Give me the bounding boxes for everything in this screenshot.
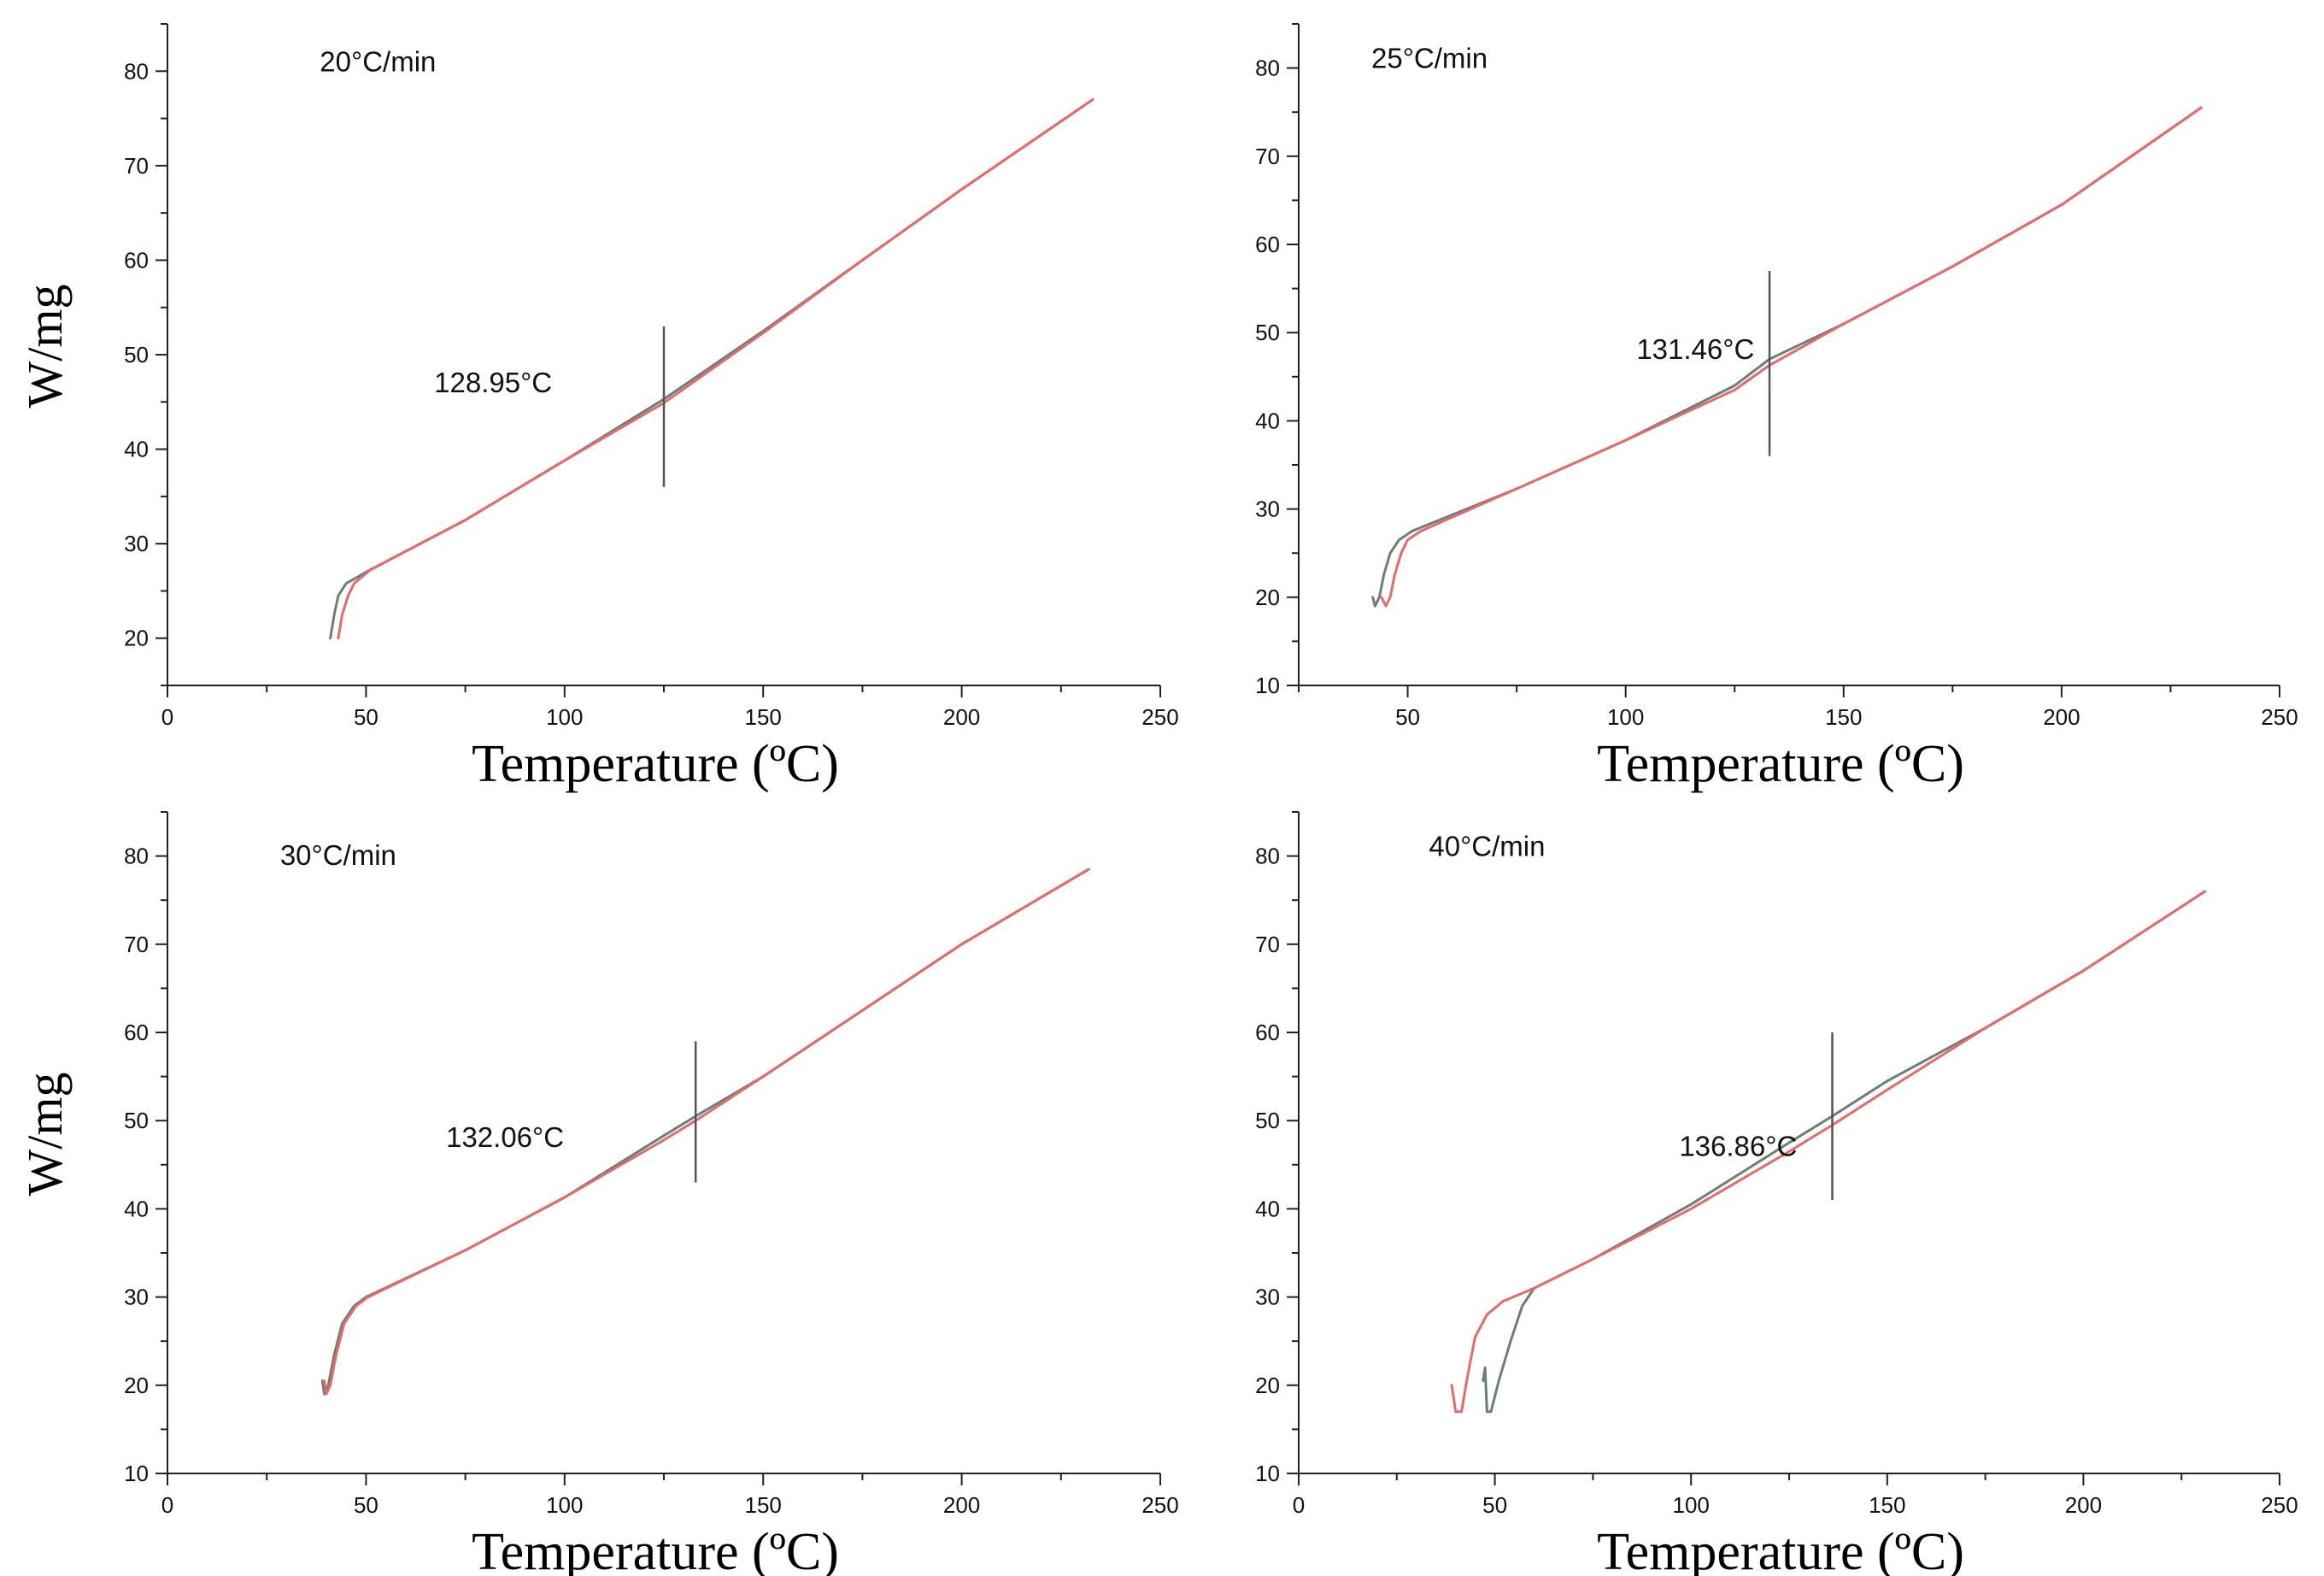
- x-tick-label: 150: [745, 704, 782, 730]
- x-tick-label: 250: [1141, 704, 1178, 730]
- chart-panel-20: 0 50 100 150 200 250 20 30 40 50 60 70 80 Temperature…: [0, 0, 1179, 793]
- y-tick-label: 70: [1255, 144, 1280, 169]
- chart-25c-min: 50 100 150 200 250 10 20 30 40 50 60 70 80 Temperatur…: [1255, 23, 2298, 793]
- y-tick-label: 20: [1255, 585, 1280, 610]
- tg-label: 128.95°C: [434, 367, 552, 398]
- y-axis-label: W/mg: [17, 285, 73, 409]
- y-tick-label: 30: [1255, 497, 1280, 522]
- y-tick-label: 80: [1255, 56, 1280, 81]
- x-axis-label: Temperature (ºC): [472, 1523, 839, 1576]
- chart-40c-min: 0 50 100 150 200 250 10 20 30 40 50 60 70 80 Temperatu…: [1255, 811, 2298, 1576]
- series-line-1: [1482, 890, 2207, 1414]
- heating-rate-label: 40°C/min: [1429, 831, 1545, 862]
- y-tick-label: 50: [1255, 320, 1280, 345]
- x-tick-label: 200: [2065, 1492, 2102, 1518]
- heating-rate-label: 25°C/min: [1371, 43, 1488, 74]
- y-tick-label: 70: [1255, 932, 1280, 957]
- y-tick-label: 60: [124, 1020, 149, 1045]
- chart-30c-min: 0 50 100 150 200 250 10 20 30 40 50 60 70 80 Temperatu…: [17, 811, 1179, 1576]
- y-tick-label: 20: [124, 1373, 149, 1398]
- x-tick-label: 250: [1141, 1492, 1178, 1518]
- x-tick-label: 0: [161, 1492, 173, 1518]
- x-tick-label: 200: [943, 1492, 980, 1518]
- series-line-2: [1450, 890, 2207, 1414]
- x-tick-label: 150: [1825, 704, 1862, 730]
- x-tick-label: 0: [161, 704, 173, 730]
- x-axis-label: Temperature (ºC): [1597, 735, 1964, 793]
- tg-label: 132.06°C: [446, 1121, 564, 1153]
- y-tick-label: 50: [1255, 1108, 1280, 1133]
- y-tick-label: 80: [124, 58, 149, 84]
- x-tick-label: 0: [1293, 1492, 1305, 1518]
- heating-rate-label: 30°C/min: [280, 839, 396, 871]
- x-axis-label: Temperature (ºC): [1597, 1523, 1964, 1576]
- y-tick-label: 50: [124, 1108, 149, 1133]
- chart-panel-25: 50 100 150 200 250 10 20 30 40 50 60 70 80 Temperatur…: [1162, 0, 2324, 793]
- tg-label: 131.46°C: [1636, 333, 1754, 365]
- x-tick-label: 200: [2043, 704, 2080, 730]
- y-tick-label: 30: [124, 1285, 149, 1310]
- y-tick-label: 60: [1255, 232, 1280, 257]
- x-tick-label: 250: [2261, 704, 2298, 730]
- y-tick-label: 70: [124, 153, 149, 179]
- x-tick-label: 100: [546, 704, 583, 730]
- series-line-2: [337, 98, 1095, 640]
- x-tick-label: 50: [1395, 704, 1420, 730]
- y-tick-label: 80: [124, 844, 149, 869]
- y-tick-label: 30: [1255, 1285, 1280, 1310]
- y-tick-label: 20: [1255, 1373, 1280, 1398]
- x-tick-label: 150: [745, 1492, 782, 1518]
- series-line-1: [320, 867, 1090, 1396]
- x-tick-label: 50: [1482, 1492, 1507, 1518]
- y-tick-label: 50: [124, 342, 149, 368]
- y-tick-label: 10: [1255, 673, 1280, 698]
- x-tick-label: 200: [943, 704, 980, 730]
- y-tick-label: 60: [124, 247, 149, 273]
- y-tick-label: 30: [124, 531, 149, 556]
- tg-label: 136.86°C: [1679, 1130, 1797, 1161]
- x-axis-label: Temperature (ºC): [472, 735, 839, 793]
- chart-panel-40: 0 50 100 150 200 250 10 20 30 40 50 60 70 80 Temperatu…: [1162, 788, 2324, 1576]
- heating-rate-label: 20°C/min: [320, 45, 436, 77]
- y-tick-label: 10: [124, 1461, 149, 1486]
- series-line-2: [1380, 106, 2203, 608]
- y-axis-label: W/mg: [17, 1073, 73, 1197]
- x-tick-label: 50: [354, 1492, 379, 1518]
- chart-panel-30: 0 50 100 150 200 250 10 20 30 40 50 60 70 80 Temperatu…: [0, 788, 1179, 1576]
- x-tick-label: 50: [354, 704, 379, 730]
- chart-20c-min: 0 50 100 150 200 250 20 30 40 50 60 70 80 Temperature…: [17, 23, 1179, 793]
- y-tick-label: 40: [1255, 408, 1280, 433]
- series-line-2: [323, 867, 1090, 1396]
- y-tick-label: 80: [1255, 844, 1280, 869]
- y-tick-label: 10: [1255, 1461, 1280, 1486]
- x-tick-label: 100: [1673, 1492, 1710, 1518]
- y-tick-label: 70: [124, 932, 149, 957]
- y-tick-label: 40: [124, 437, 149, 462]
- y-tick-label: 20: [124, 626, 149, 651]
- x-tick-label: 100: [546, 1492, 583, 1518]
- x-tick-label: 250: [2261, 1492, 2298, 1518]
- y-tick-label: 60: [1255, 1020, 1280, 1045]
- x-tick-label: 100: [1607, 704, 1644, 730]
- x-tick-label: 150: [1869, 1492, 1905, 1518]
- y-tick-label: 40: [1255, 1196, 1280, 1221]
- y-tick-label: 40: [124, 1196, 149, 1221]
